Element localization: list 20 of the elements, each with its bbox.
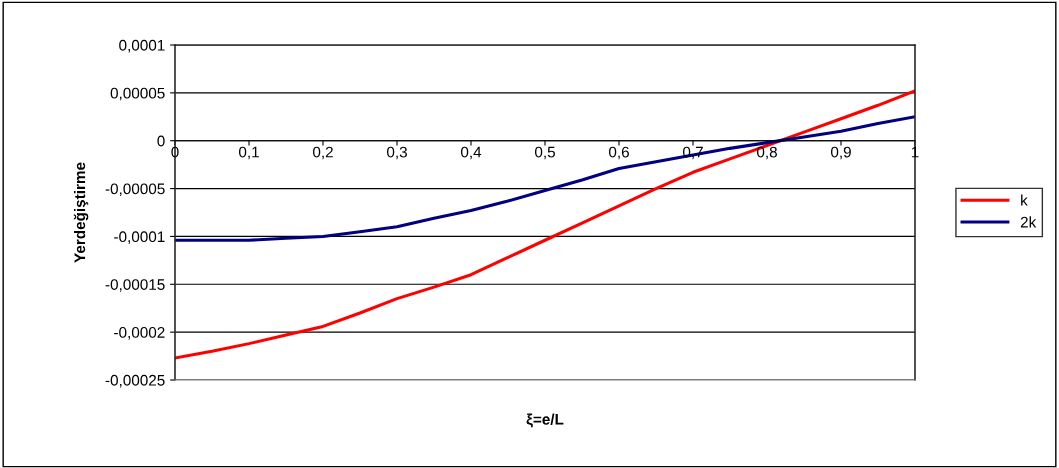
x-tick-label: 0,4: [460, 146, 482, 160]
x-tick-label: 0,1: [238, 146, 259, 160]
y-tick-label: -0,00015: [105, 279, 165, 292]
y-tick-label: -0,00025: [105, 374, 165, 388]
legend-label: 2k: [1020, 216, 1037, 228]
x-tick-label: 0,6: [608, 146, 629, 160]
x-tick-label: 0,8: [756, 146, 777, 160]
x-tick-label: 0,5: [534, 146, 555, 160]
x-tick-label: 0,3: [386, 146, 407, 160]
legend-label: k: [1021, 194, 1028, 206]
x-tick-label: 0,2: [312, 146, 333, 160]
x-axis-title: ξ=e/L: [526, 413, 564, 428]
y-tick-label: -0,00005: [105, 183, 165, 197]
y-tick-label: -0,0001: [114, 231, 165, 244]
y-tick-label: 0: [157, 135, 165, 147]
y-tick-label: -0,0002: [114, 327, 165, 340]
y-axis-title: Yerdeğiştirme: [73, 162, 89, 263]
y-tick-label: 0,00005: [110, 87, 165, 101]
y-tick-label: 0,0001: [119, 39, 165, 53]
x-tick-label: 0,9: [830, 146, 851, 160]
